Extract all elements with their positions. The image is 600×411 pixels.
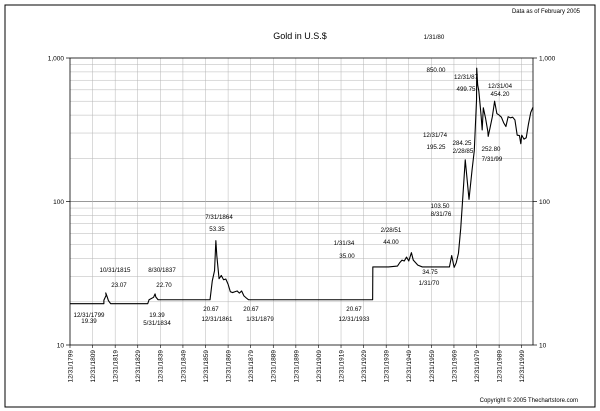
gridlines <box>70 58 533 345</box>
data-note: Data as of February 2005 <box>512 9 581 15</box>
x-tick-label: 12/31/1969 <box>451 350 458 383</box>
y-axis-left: 10 100 1,000 <box>48 56 70 350</box>
annotation-value: 19.39 <box>81 318 97 325</box>
annotation-date: 12/31/04 <box>488 83 513 90</box>
x-tick-label: 12/31/1849 <box>180 350 187 383</box>
annotation-value: 22.70 <box>156 282 172 289</box>
annotation-date: 12/31/87 <box>454 74 479 81</box>
y-tick-label: 1,000 <box>48 56 65 63</box>
annotation-value: 20.67 <box>346 306 362 313</box>
plot-frame <box>69 57 534 346</box>
annotation-value: 499.75 <box>457 86 476 93</box>
annotation-value: 284.25 <box>453 140 472 147</box>
x-tick-label: 12/31/1909 <box>316 350 323 383</box>
annotation-value: 20.67 <box>203 306 219 313</box>
x-tick-label: 12/31/1979 <box>474 350 481 383</box>
x-tick-label: 12/31/1799 <box>67 350 74 383</box>
y-tick-label: 1,000 <box>539 56 556 63</box>
y-tick-label: 100 <box>53 199 64 206</box>
x-tick-label: 12/31/1839 <box>158 350 165 383</box>
x-tick-label: 12/31/1959 <box>429 350 436 383</box>
annotation-date: 12/31/74 <box>423 132 448 139</box>
x-tick-label: 12/31/1879 <box>248 350 255 383</box>
annotation-date: 12/31/1799 <box>74 312 106 319</box>
annotations: 12/31/179919.3910/31/181523.075/31/18341… <box>74 34 513 327</box>
x-tick-label: 12/31/1869 <box>225 350 232 383</box>
annotation-value: 252.80 <box>482 146 501 153</box>
annotation-date: 1/31/34 <box>334 240 355 247</box>
x-tick-label: 12/31/1989 <box>497 350 504 383</box>
chart-title: Gold in U.S.$ <box>273 31 327 41</box>
x-axis: 12/31/1799 12/31/1809 12/31/1819 12/31/1829… <box>67 345 526 383</box>
y-tick-label: 10 <box>57 343 65 350</box>
annotation-value: 103.50 <box>431 203 450 210</box>
y-tick-label: 10 <box>539 343 547 350</box>
annotation-value: 850.00 <box>427 67 446 74</box>
annotation-value: 34.75 <box>422 269 438 276</box>
annotation-date: 2/28/85 <box>453 148 474 155</box>
annotation-date: 8/31/76 <box>431 211 452 218</box>
x-tick-label: 12/31/1939 <box>384 350 391 383</box>
annotation-date: 12/31/1861 <box>202 316 234 323</box>
annotation-value: 19.39 <box>149 312 165 319</box>
x-tick-label: 12/31/1929 <box>361 350 368 383</box>
annotation-date: 10/31/1815 <box>100 267 132 274</box>
annotation-value: 20.67 <box>243 306 259 313</box>
copyright-note: Copyright © 2005 Thechartstore.com <box>480 397 578 404</box>
annotation-value: 23.07 <box>111 282 127 289</box>
annotation-date: 1/31/1879 <box>246 316 274 323</box>
annotation-date: 2/28/51 <box>381 227 402 234</box>
x-tick-label: 12/31/1859 <box>203 350 210 383</box>
annotation-date: 1/31/70 <box>419 280 440 287</box>
y-tick-label: 100 <box>539 199 550 206</box>
annotation-value: 195.25 <box>427 144 446 151</box>
x-tick-label: 12/31/1829 <box>135 350 142 383</box>
annotation-date: 7/31/1864 <box>205 214 233 221</box>
annotation-value: 35.00 <box>339 253 355 260</box>
x-tick-label: 12/31/1889 <box>271 350 278 383</box>
x-tick-label: 12/31/1919 <box>338 350 345 383</box>
y-axis-right: 10 100 1,000 <box>533 56 556 350</box>
annotation-date: 8/30/1837 <box>148 267 176 274</box>
gold-price-line <box>70 67 534 305</box>
annotation-date: 12/31/1933 <box>339 316 371 323</box>
annotation-value: 53.35 <box>209 226 225 233</box>
x-tick-label: 12/31/1999 <box>519 350 526 383</box>
x-tick-label: 12/31/1899 <box>293 350 300 383</box>
annotation-date: 5/31/1834 <box>143 320 171 327</box>
x-tick-label: 12/31/1809 <box>90 350 97 383</box>
annotation-value: 454.20 <box>491 91 510 98</box>
outer-frame <box>4 4 596 408</box>
annotation-date: 1/31/80 <box>424 34 445 41</box>
annotation-value: 44.00 <box>383 239 399 246</box>
x-tick-label: 12/31/1819 <box>113 350 120 383</box>
x-tick-label: 12/31/1949 <box>406 350 413 383</box>
annotation-date: 7/31/99 <box>482 156 503 163</box>
